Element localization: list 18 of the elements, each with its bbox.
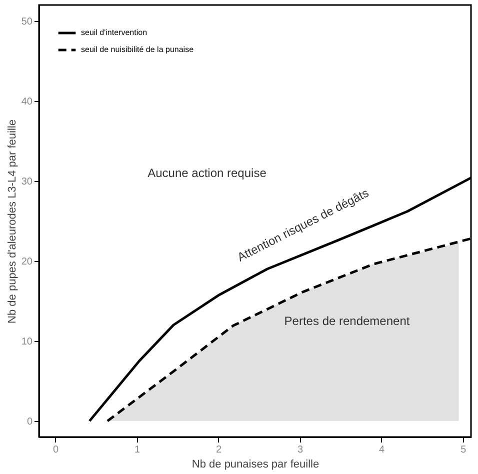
y-tick-label: 30 [21,176,33,188]
annotation: Pertes de rendemenent [284,314,410,328]
y-tick-label: 40 [21,96,33,108]
y-tick-label: 50 [21,16,33,28]
x-tick-label: 4 [379,444,386,456]
y-tick-label: 10 [21,336,33,348]
legend-label: seuil d'intervention [81,28,148,37]
x-tick-label: 0 [53,444,60,456]
x-tick-label: 5 [460,444,467,456]
legend-label: seuil de nuisibilité de la punaise [81,45,194,54]
y-tick-label: 20 [21,256,33,268]
annotation: Aucune action requise [148,166,267,180]
x-tick-label: 1 [134,444,141,456]
x-tick-label: 3 [298,444,304,456]
y-axis-title: Nb de pupes d'aleurodes L3-L4 par feuille [6,120,18,324]
y-tick-label: 0 [26,416,33,428]
x-tick-label: 2 [216,444,222,456]
x-axis-title: Nb de punaises par feuille [192,458,320,470]
